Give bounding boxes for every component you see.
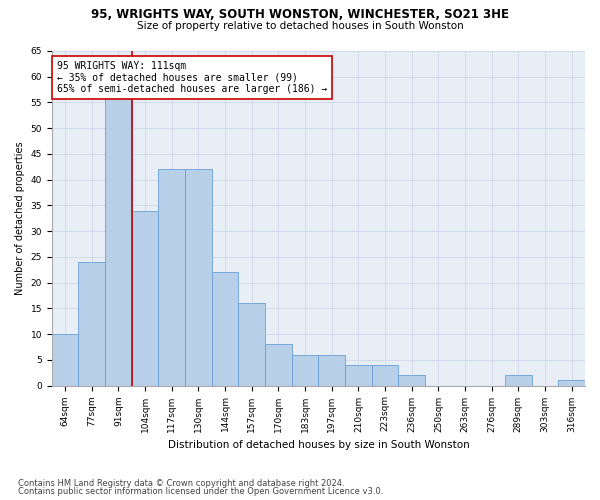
Bar bbox=[319, 354, 345, 386]
Bar bbox=[238, 303, 265, 386]
Bar bbox=[292, 354, 319, 386]
Bar bbox=[132, 210, 158, 386]
Bar bbox=[185, 170, 212, 386]
Bar bbox=[212, 272, 238, 386]
Y-axis label: Number of detached properties: Number of detached properties bbox=[15, 142, 25, 295]
Bar bbox=[265, 344, 292, 386]
Text: 95 WRIGHTS WAY: 111sqm
← 35% of detached houses are smaller (99)
65% of semi-det: 95 WRIGHTS WAY: 111sqm ← 35% of detached… bbox=[57, 61, 328, 94]
Bar bbox=[398, 376, 425, 386]
Bar bbox=[52, 334, 79, 386]
Bar bbox=[505, 376, 532, 386]
Text: Contains public sector information licensed under the Open Government Licence v3: Contains public sector information licen… bbox=[18, 487, 383, 496]
Bar bbox=[79, 262, 105, 386]
Bar bbox=[559, 380, 585, 386]
Text: 95, WRIGHTS WAY, SOUTH WONSTON, WINCHESTER, SO21 3HE: 95, WRIGHTS WAY, SOUTH WONSTON, WINCHEST… bbox=[91, 8, 509, 20]
Text: Contains HM Land Registry data © Crown copyright and database right 2024.: Contains HM Land Registry data © Crown c… bbox=[18, 478, 344, 488]
Text: Size of property relative to detached houses in South Wonston: Size of property relative to detached ho… bbox=[137, 21, 463, 31]
Bar bbox=[158, 170, 185, 386]
Bar bbox=[105, 92, 132, 386]
X-axis label: Distribution of detached houses by size in South Wonston: Distribution of detached houses by size … bbox=[167, 440, 469, 450]
Bar bbox=[372, 365, 398, 386]
Bar bbox=[345, 365, 372, 386]
